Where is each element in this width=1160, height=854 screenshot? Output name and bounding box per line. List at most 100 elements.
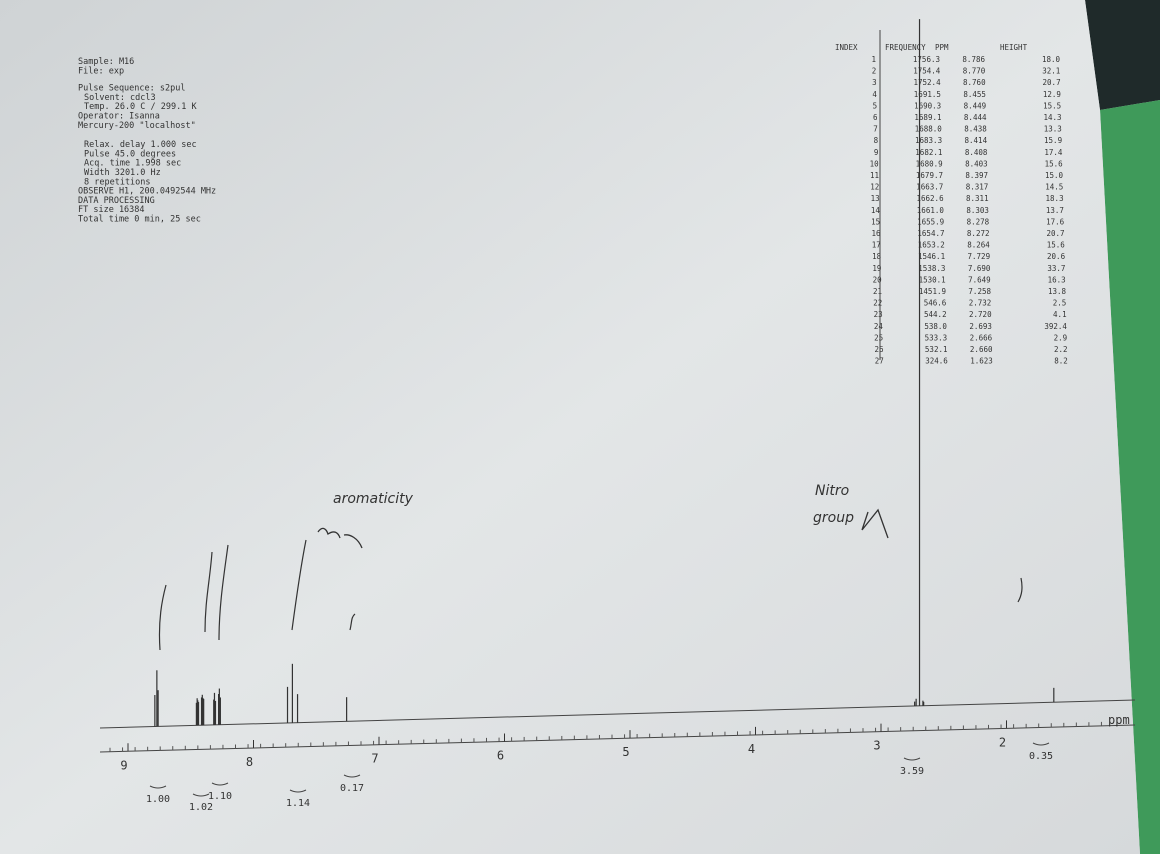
header-line: Solvent: cdcl3 [84, 93, 156, 103]
table-cell: 532.1 [925, 345, 948, 354]
table-cell: 8.278 [967, 217, 990, 226]
table-cell: 8.760 [963, 78, 986, 87]
table-cell: 8.264 [967, 241, 990, 250]
table-cell: 8.414 [965, 136, 988, 145]
integral-curves [158, 539, 1023, 651]
table-cell: 7 [873, 125, 878, 134]
table-cell: 1690.3 [914, 101, 941, 110]
table-cell: 7.258 [968, 287, 991, 296]
table-cell: 1663.7 [916, 183, 943, 192]
table-cell: 15 [871, 217, 880, 226]
table-cell: 546.6 [924, 299, 947, 308]
table-cell: 20.6 [1047, 252, 1066, 261]
table-cell: 8.397 [965, 171, 988, 180]
table-cell: 2.732 [969, 299, 992, 308]
table-cell: 16.3 [1048, 275, 1066, 284]
table-cell: 2 [872, 67, 877, 76]
annotation: group [813, 510, 854, 526]
table-cell: 8.444 [964, 113, 987, 122]
tick-label: 2 [999, 735, 1006, 749]
header-line: Pulse Sequence: s2pul [78, 84, 185, 94]
table-cell: 1754.4 [913, 67, 941, 76]
hand-arrow [861, 508, 889, 539]
table-cell: 17.6 [1046, 217, 1065, 226]
table-cell: 15.6 [1047, 241, 1066, 250]
table-cell: 7.649 [968, 275, 991, 284]
table-cell: 1451.9 [919, 287, 946, 296]
table-cell: 1661.0 [917, 206, 945, 215]
tick-label: 4 [748, 742, 755, 756]
header-line: File: exp [78, 66, 124, 76]
table-cell: 19 [872, 264, 881, 273]
integral-value: 0.35 [1029, 751, 1053, 762]
axis-unit: ppm [1108, 713, 1130, 727]
table-cell: 33.7 [1047, 264, 1065, 273]
table-cell: 15.9 [1044, 136, 1062, 145]
table-cell: 8.449 [964, 101, 987, 110]
integral-bracket [1032, 742, 1050, 746]
table-cell: 8.317 [966, 183, 989, 192]
table-cell: 1689.1 [914, 113, 941, 122]
table-header: FREQUENCY [885, 43, 926, 52]
table-cell: 1679.7 [916, 171, 943, 180]
header-line: Sample: M16 [78, 57, 134, 67]
table-cell: 18.0 [1042, 55, 1061, 64]
table-cell: 8.438 [964, 125, 987, 134]
header-line: Mercury-200 "localhost" [78, 121, 196, 131]
table-cell: 8.455 [963, 90, 986, 99]
table-cell: 4.1 [1053, 310, 1067, 319]
table-cell: 1546.1 [918, 252, 945, 261]
integral-value: 1.10 [208, 791, 232, 802]
annotation: aromaticity [333, 491, 414, 507]
table-cell: 8.770 [963, 67, 986, 76]
axis-line [99, 724, 1136, 753]
table-cell: 8.786 [962, 55, 985, 64]
integral-value: 1.00 [146, 794, 170, 805]
hand-squiggle [317, 527, 363, 549]
header-line: Temp. 26.0 C / 299.1 K [84, 102, 197, 112]
integral-value: 1.14 [286, 798, 310, 809]
table-cell: 533.3 [925, 333, 948, 342]
table-cell: 15.0 [1045, 171, 1064, 180]
table-cell: 13.3 [1044, 125, 1062, 134]
table-header: HEIGHT [1000, 43, 1028, 52]
table-cell: 8.311 [966, 194, 989, 203]
table-cell: 26 [874, 345, 884, 354]
tick-label: 5 [622, 745, 629, 759]
table-cell: 17.4 [1044, 148, 1063, 157]
header-line: Total time 0 min, 25 sec [78, 215, 201, 225]
table-cell: 20 [873, 275, 883, 284]
table-header: INDEX [835, 43, 858, 52]
tick-label: 8 [246, 755, 253, 769]
table-cell: 1752.4 [914, 78, 942, 87]
table-cell: 2.5 [1053, 299, 1067, 308]
table-cell: 22 [873, 299, 882, 308]
table-cell: 15.5 [1043, 101, 1061, 110]
table-cell: 8 [874, 136, 879, 145]
table-cell: 392.4 [1044, 322, 1067, 331]
table-cell: 5 [873, 101, 878, 110]
table-cell: 7.729 [968, 252, 991, 261]
table-cell: 2.2 [1054, 345, 1068, 354]
header-line: OBSERVE H1, 200.0492544 MHz [78, 187, 216, 197]
table-cell: 1538.3 [918, 264, 945, 273]
table-cell: 14.5 [1045, 183, 1063, 192]
table-cell: 10 [870, 159, 880, 168]
table-cell: 544.2 [924, 310, 947, 319]
header-line: Acq. time 1.998 sec [84, 159, 181, 169]
table-cell: 12.9 [1043, 90, 1061, 99]
table-cell: 3 [872, 78, 877, 87]
table-cell: 12 [870, 183, 879, 192]
integral-bracket [903, 757, 921, 761]
table-cell: 14 [871, 206, 881, 215]
table-cell: 24 [874, 322, 884, 331]
table-cell: 8.303 [966, 206, 989, 215]
integral-bracket [192, 793, 210, 797]
tick-label: 3 [873, 739, 880, 753]
table-cell: 23 [874, 310, 883, 319]
table-cell: 1683.3 [915, 136, 942, 145]
green-edge [1100, 100, 1160, 854]
spectrum: 9 8 7 6 5 4 3 2 ppm 1.00 1.021.10 1.14 0.17 3.59 0.35 [99, 19, 1136, 813]
integral-bracket [149, 785, 167, 789]
